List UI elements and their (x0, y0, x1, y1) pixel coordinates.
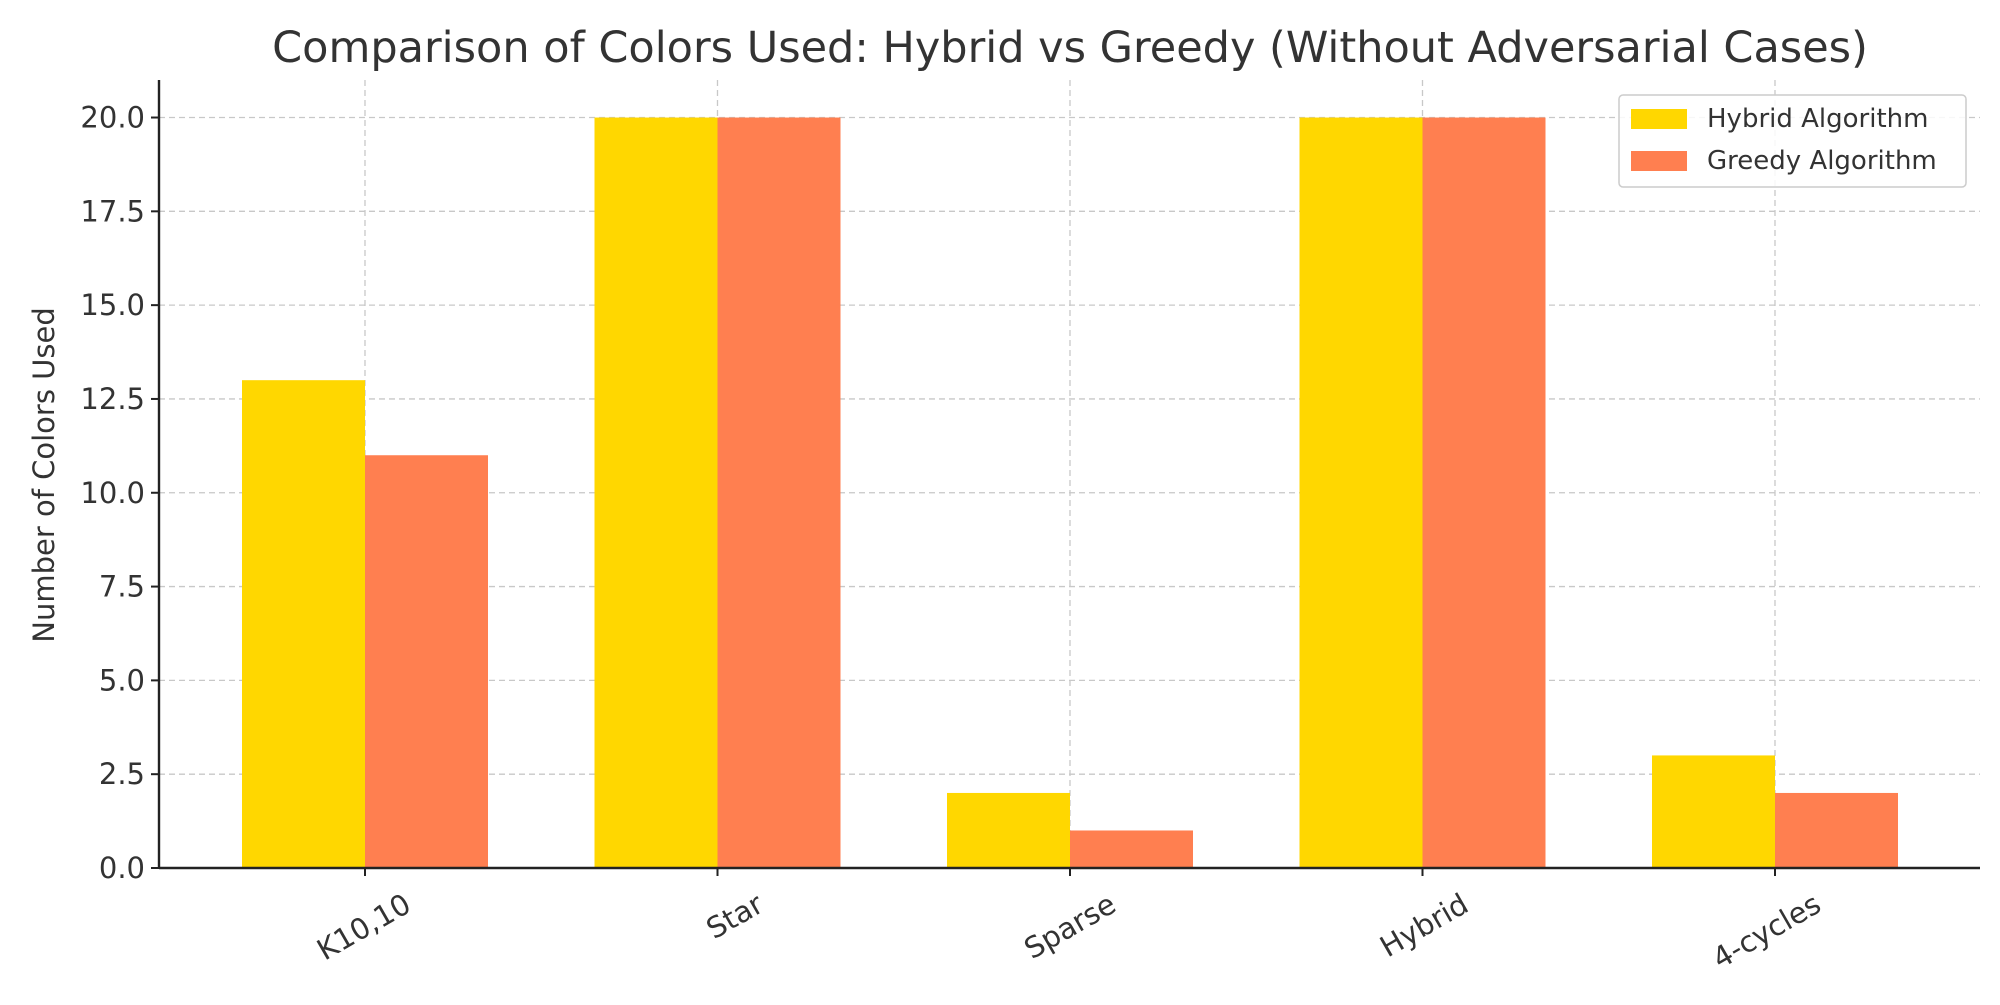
bars (242, 117, 1898, 869)
legend-swatch-hybrid-algorithm (1631, 109, 1687, 129)
bar-greedy-algorithm-4-cycles (1775, 792, 1898, 868)
legend-box (1618, 94, 1967, 188)
legend: Hybrid Algorithm Greedy Algorithm (1618, 94, 1967, 188)
bar-hybrid-algorithm-star (594, 117, 718, 869)
x-tick-label: Sparse (1018, 887, 1121, 966)
bar-greedy-algorithm-sparse (1070, 830, 1193, 868)
y-tick-label: 20.0 (80, 101, 145, 135)
y-tick-label: 15.0 (80, 288, 145, 322)
bar-greedy-algorithm-k10-10 (365, 455, 488, 868)
y-tick-label: 5.0 (99, 663, 145, 697)
bar-hybrid-algorithm-4-cycles (1652, 755, 1775, 868)
bar-greedy-algorithm-hybrid (1422, 117, 1546, 869)
bar-hybrid-algorithm-hybrid (1299, 117, 1423, 869)
y-tick-label: 2.5 (99, 757, 145, 791)
legend-swatch-greedy-algorithm (1631, 151, 1687, 171)
y-axis-label: Number of Colors Used (27, 307, 61, 643)
x-tick-label: K10,10 (311, 887, 416, 967)
x-tick-label: 4-cycles (1706, 887, 1826, 976)
legend-label-greedy-algorithm: Greedy Algorithm (1707, 146, 1937, 176)
x-tick-label: Star (700, 887, 769, 946)
x-axis-ticks: K10,10 Star Sparse Hybrid 4-cycles (311, 868, 1827, 976)
y-tick-label: 0.0 (99, 851, 145, 885)
bar-greedy-algorithm-star (717, 117, 841, 869)
y-tick-label: 7.5 (99, 570, 145, 604)
chart-title: Comparison of Colors Used: Hybrid vs Gre… (272, 23, 1868, 73)
y-tick-label: 10.0 (80, 476, 145, 510)
bar-hybrid-algorithm-sparse (947, 792, 1070, 868)
bar-hybrid-algorithm-k10-10 (242, 380, 365, 868)
y-tick-label: 17.5 (80, 194, 145, 228)
legend-label-hybrid-algorithm: Hybrid Algorithm (1707, 104, 1928, 134)
y-axis-ticks: 0.0 2.5 5.0 7.5 10.0 12.5 15.0 17.5 20.0 (80, 101, 159, 885)
x-tick-label: Hybrid (1374, 887, 1474, 964)
y-tick-label: 12.5 (80, 382, 145, 416)
